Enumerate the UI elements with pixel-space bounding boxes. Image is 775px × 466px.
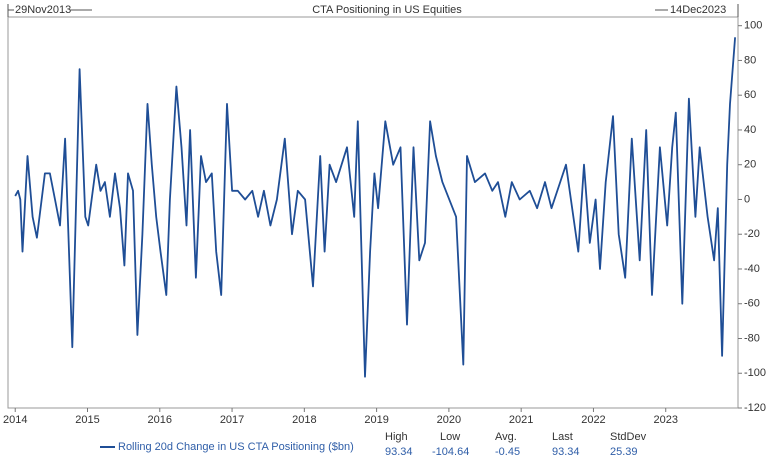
y-tick-label: 40 xyxy=(744,124,756,136)
end-label: 14Dec2023 xyxy=(670,4,726,16)
stat-value: -0.45 xyxy=(495,446,520,458)
stat-value: 25.39 xyxy=(610,446,638,458)
y-tick-label: 100 xyxy=(744,20,762,32)
y-tick-label: -20 xyxy=(744,228,760,240)
y-tick-label: -60 xyxy=(744,298,760,310)
stat-value: 93.34 xyxy=(552,446,580,458)
y-tick-label: -40 xyxy=(744,263,760,275)
y-tick-label: 0 xyxy=(744,193,750,205)
x-tick-label: 2018 xyxy=(292,414,316,426)
y-tick-label: -80 xyxy=(744,332,760,344)
y-tick-label: 20 xyxy=(744,159,756,171)
stat-value: 93.34 xyxy=(385,446,413,458)
x-tick-label: 2022 xyxy=(581,414,605,426)
chart-title: CTA Positioning in US Equities xyxy=(312,4,462,16)
stat-label: High xyxy=(385,431,408,443)
stat-label: Avg. xyxy=(495,431,517,443)
x-tick-label: 2019 xyxy=(364,414,388,426)
y-tick-label: -100 xyxy=(744,367,766,379)
x-tick-label: 2023 xyxy=(653,414,677,426)
x-tick-label: 2016 xyxy=(148,414,172,426)
plot-frame xyxy=(7,16,739,409)
y-tick-label: 80 xyxy=(744,54,756,66)
x-tick-label: 2015 xyxy=(75,414,99,426)
x-tick-label: 2021 xyxy=(509,414,533,426)
y-tick-label: -120 xyxy=(744,402,766,414)
series-line xyxy=(14,37,736,378)
x-tick-label: 2014 xyxy=(3,414,27,426)
stat-label: Last xyxy=(552,431,573,443)
stat-label: Low xyxy=(440,431,460,443)
stat-value: -104.64 xyxy=(432,446,469,458)
x-tick-label: 2020 xyxy=(437,414,461,426)
start-label: 29Nov2013 xyxy=(15,4,71,16)
x-tick-label: 2017 xyxy=(220,414,244,426)
stat-label: StdDev xyxy=(610,431,647,443)
y-tick-label: 60 xyxy=(744,89,756,101)
legend-label: Rolling 20d Change in US CTA Positioning… xyxy=(118,441,354,453)
